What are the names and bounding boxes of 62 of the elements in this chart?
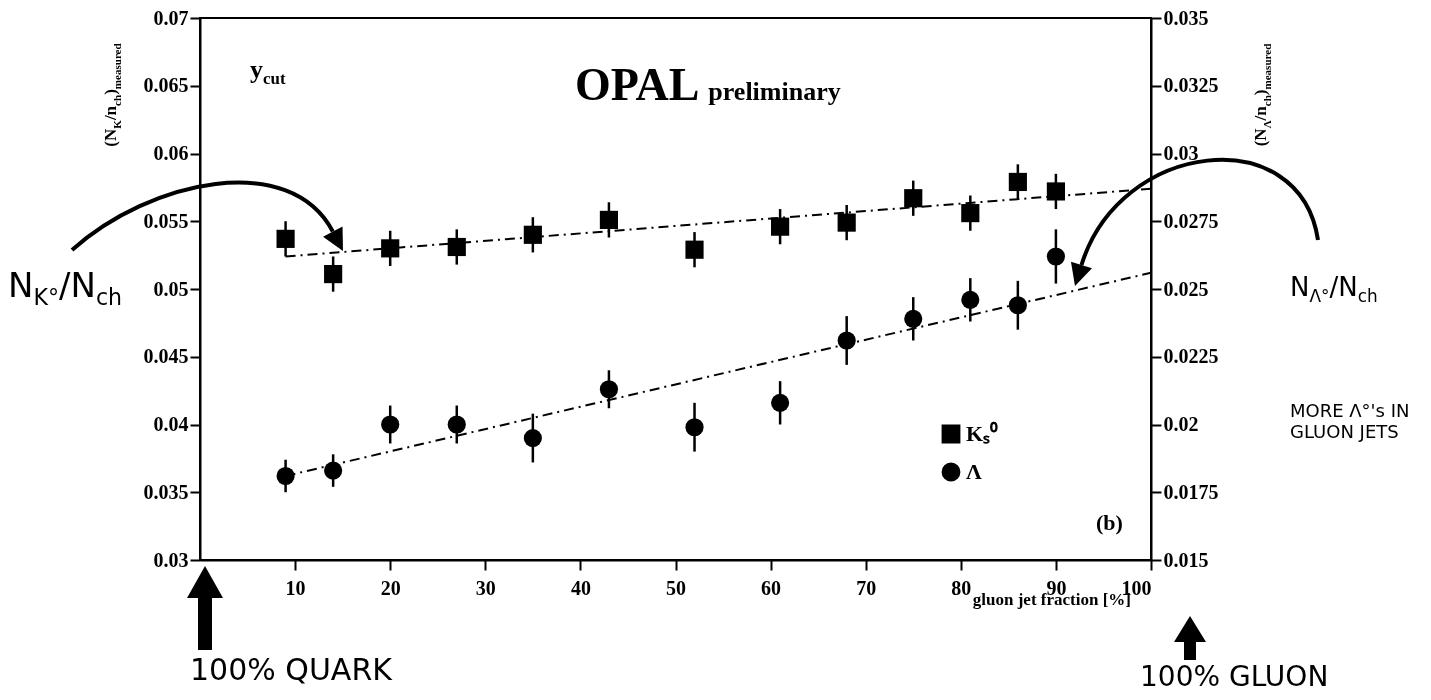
point — [276, 229, 295, 248]
point — [599, 210, 619, 229]
text: preliminary — [708, 77, 841, 106]
point — [523, 225, 542, 244]
y2-tick-label: 0.015 — [1163, 548, 1209, 571]
y-tick-label: 0.035 — [143, 480, 189, 503]
text: MORE Λ°'s IN GLUON JETS — [1290, 400, 1411, 442]
annotation: (b) — [1096, 510, 1123, 536]
text: N$_{Λ°}$/N$_{ch}$ — [1290, 272, 1378, 307]
point — [324, 461, 343, 480]
point — [837, 213, 856, 232]
point — [685, 240, 704, 259]
y2-tick-label: 0.02 — [1163, 413, 1199, 435]
legend-label: Kₛ⁰ — [966, 421, 999, 446]
point — [904, 309, 923, 328]
y-tick-label: 0.03 — [153, 548, 189, 571]
point — [523, 428, 542, 448]
y-tick-label: 0.065 — [143, 74, 189, 97]
y-tick-label: 0.04 — [153, 413, 189, 435]
point — [599, 380, 619, 399]
y2-tick-label: 0.03 — [1163, 142, 1199, 164]
y-tick-label: 0.05 — [153, 277, 189, 300]
point — [324, 265, 343, 284]
point — [961, 290, 980, 309]
point — [381, 415, 400, 434]
point — [447, 237, 466, 257]
point — [685, 418, 704, 437]
x-tick-label: 50 — [666, 576, 686, 599]
point — [1008, 296, 1027, 315]
x-tick-label: 80 — [951, 576, 972, 599]
x-tick-label: 20 — [380, 576, 401, 599]
text: OPAL — [575, 59, 697, 110]
y-tick-label: 0.055 — [143, 209, 189, 232]
point — [1046, 247, 1065, 266]
text: N$_{K°}$/N$_{ch}$ — [8, 265, 123, 310]
y2-tick-label: 0.0275 — [1163, 209, 1219, 232]
legend-label: Λ — [966, 459, 982, 484]
point — [961, 204, 980, 223]
x-tick-label: 10 — [285, 576, 306, 599]
text: 100% QUARK — [190, 652, 392, 687]
point — [1008, 172, 1027, 192]
point — [447, 415, 466, 434]
x-tick-label: 30 — [475, 576, 496, 599]
point — [771, 393, 790, 412]
y2-tick-label: 0.0175 — [1163, 480, 1219, 503]
point — [771, 217, 790, 236]
x-tick-label: 40 — [570, 576, 591, 599]
y2-tick-label: 0.035 — [1163, 6, 1209, 29]
x-tick-label: 60 — [761, 576, 782, 599]
y-tick-label: 0.07 — [153, 6, 189, 29]
x-tick-label: 70 — [856, 576, 877, 599]
point — [381, 239, 400, 258]
y2-tick-label: 0.0225 — [1163, 345, 1219, 368]
y-tick-label: 0.06 — [153, 142, 189, 164]
annotation: y$_{cut}$ — [250, 55, 286, 90]
text: 100% GLUON — [1140, 660, 1329, 693]
point — [904, 189, 923, 208]
y-tick-label: 0.045 — [143, 345, 189, 368]
point — [1046, 182, 1065, 201]
y2-tick-label: 0.025 — [1163, 277, 1209, 300]
point — [276, 466, 295, 486]
y2-tick-label: 0.0325 — [1163, 74, 1219, 97]
